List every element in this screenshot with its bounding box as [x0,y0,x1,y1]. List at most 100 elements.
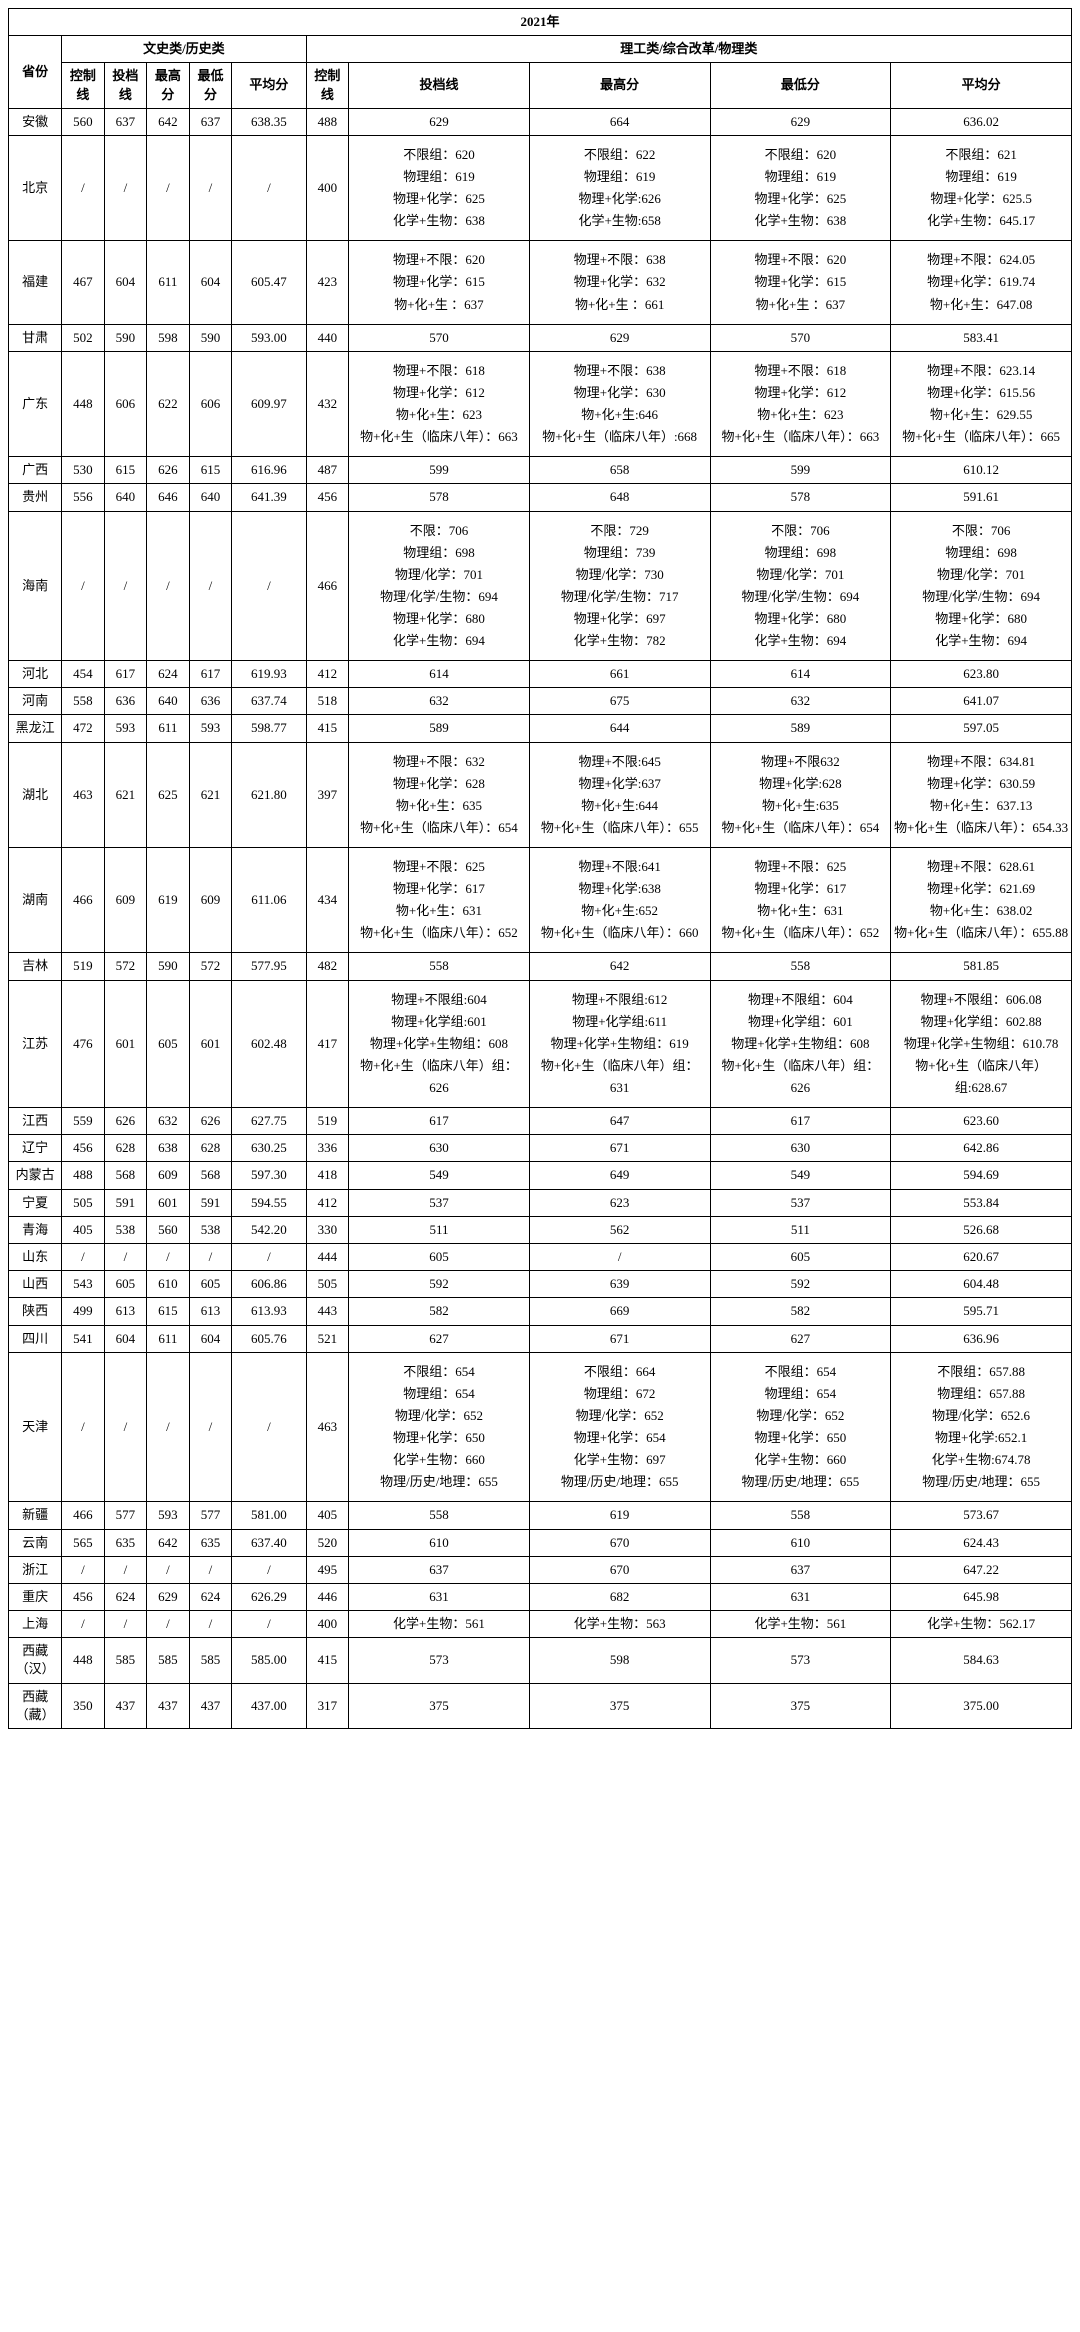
cell-wzgf: 590 [147,953,190,980]
cell-wpjf: 627.75 [232,1108,306,1135]
cell-wtdx: / [104,1244,147,1271]
table-row: 安徽560637642637638.35488629664629636.02 [9,108,1072,135]
col-group-liberal: 文史类/历史类 [62,36,306,63]
cell-lzdf: 511 [710,1216,891,1243]
table-row: 宁夏505591601591594.55412537623537553.84 [9,1189,1072,1216]
cell-wkzx: 448 [62,1638,105,1683]
cell-wzgf: 593 [147,1502,190,1529]
cell-wzdf: 613 [189,1298,232,1325]
cell-prov: 天津 [9,1352,62,1502]
cell-wzdf: 568 [189,1162,232,1189]
cell-lzdf: 549 [710,1162,891,1189]
cell-lpjf: 不限组：621 物理组：619 物理+化学：625.5 化学+生物：645.17 [891,135,1072,240]
cell-wzdf: 626 [189,1108,232,1135]
cell-wkzx: 565 [62,1529,105,1556]
cell-wzdf: / [189,135,232,240]
cell-wpjf: / [232,1352,306,1502]
table-row: 青海405538560538542.20330511562511526.68 [9,1216,1072,1243]
table-row: 贵州556640646640641.39456578648578591.61 [9,484,1072,511]
cell-wkzx: 560 [62,108,105,135]
table-row: 重庆456624629624626.29446631682631645.98 [9,1583,1072,1610]
cell-wzgf: 629 [147,1583,190,1610]
cell-wpjf: 585.00 [232,1638,306,1683]
cell-wkzx: / [62,1244,105,1271]
cell-lzdf: 630 [710,1135,891,1162]
cell-prov: 广东 [9,351,62,456]
cell-wzdf: 601 [189,980,232,1107]
cell-wkzx: / [62,1611,105,1638]
col-lib-max: 最高分 [147,63,190,108]
cell-lkzx: 444 [306,1244,349,1271]
cell-wtdx: 617 [104,661,147,688]
cell-wzdf: / [189,1352,232,1502]
cell-lpjf: 375.00 [891,1683,1072,1728]
cell-lzgf: 661 [529,661,710,688]
cell-lpjf: 595.71 [891,1298,1072,1325]
table-row: 湖南466609619609611.06434物理+不限：625 物理+化学：6… [9,848,1072,953]
cell-lkzx: 440 [306,324,349,351]
cell-ltdx: 物理+不限：625 物理+化学：617 物+化+生：631 物+化+生（临床八年… [349,848,530,953]
cell-wzgf: 646 [147,484,190,511]
cell-wtdx: / [104,1556,147,1583]
cell-lzdf: 578 [710,484,891,511]
col-lib-avg: 平均分 [232,63,306,108]
cell-wpjf: 437.00 [232,1683,306,1728]
cell-ltdx: 582 [349,1298,530,1325]
cell-wtdx: / [104,1611,147,1638]
cell-wtdx: 637 [104,108,147,135]
cell-wpjf: 598.77 [232,715,306,742]
cell-ltdx: 物理+不限组:604 物理+化学组:601 物理+化学+生物组：608 物+化+… [349,980,530,1107]
cell-lkzx: 415 [306,715,349,742]
cell-wtdx: 624 [104,1583,147,1610]
cell-ltdx: 570 [349,324,530,351]
cell-wzgf: 611 [147,715,190,742]
cell-ltdx: 不限组：654 物理组：654 物理/化学：652 物理+化学：650 化学+生… [349,1352,530,1502]
col-sci-min: 最低分 [710,63,891,108]
cell-wpjf: 597.30 [232,1162,306,1189]
cell-ltdx: 629 [349,108,530,135]
cell-lzdf: 610 [710,1529,891,1556]
cell-lkzx: 443 [306,1298,349,1325]
cell-lkzx: 412 [306,1189,349,1216]
cell-wzgf: 619 [147,848,190,953]
col-sci-control: 控制线 [306,63,349,108]
cell-prov: 湖南 [9,848,62,953]
cell-wzgf: 598 [147,324,190,351]
cell-wzdf: / [189,1556,232,1583]
cell-lzdf: 不限：706 物理组：698 物理/化学：701 物理/化学/生物：694 物理… [710,511,891,661]
cell-prov: 山东 [9,1244,62,1271]
table-row: 山东/////444605/605620.67 [9,1244,1072,1271]
cell-ltdx: 631 [349,1583,530,1610]
cell-wzgf: 560 [147,1216,190,1243]
cell-wtdx: 640 [104,484,147,511]
cell-wpjf: 593.00 [232,324,306,351]
cell-wzgf: 624 [147,661,190,688]
admission-scores-table: 2021年 省份 文史类/历史类 理工类/综合改革/物理类 控制线 投档线 最高… [8,8,1072,1729]
cell-lpjf: 624.43 [891,1529,1072,1556]
cell-wpjf: / [232,1244,306,1271]
cell-lzgf: 物理+不限：638 物理+化学：632 物+化+生 ：661 [529,241,710,324]
cell-lzdf: 537 [710,1189,891,1216]
table-row: 内蒙古488568609568597.30418549649549594.69 [9,1162,1072,1189]
cell-lpjf: 604.48 [891,1271,1072,1298]
cell-lzgf: 671 [529,1135,710,1162]
cell-wzdf: 572 [189,953,232,980]
cell-lkzx: 463 [306,1352,349,1502]
table-row: 河北454617624617619.93412614661614623.80 [9,661,1072,688]
cell-lkzx: 518 [306,688,349,715]
cell-wzgf: 611 [147,1325,190,1352]
cell-ltdx: 614 [349,661,530,688]
cell-wtdx: 609 [104,848,147,953]
cell-lzdf: 599 [710,457,891,484]
cell-wkzx: 454 [62,661,105,688]
cell-prov: 湖北 [9,742,62,847]
cell-lzgf: 671 [529,1325,710,1352]
cell-ltdx: 物理+不限：632 物理+化学：628 物+化+生：635 物+化+生（临床八年… [349,742,530,847]
cell-wzdf: 585 [189,1638,232,1683]
cell-wzdf: / [189,1244,232,1271]
cell-lkzx: 330 [306,1216,349,1243]
cell-prov: 贵州 [9,484,62,511]
cell-wzdf: 636 [189,688,232,715]
cell-wzdf: 538 [189,1216,232,1243]
table-row: 甘肃502590598590593.00440570629570583.41 [9,324,1072,351]
